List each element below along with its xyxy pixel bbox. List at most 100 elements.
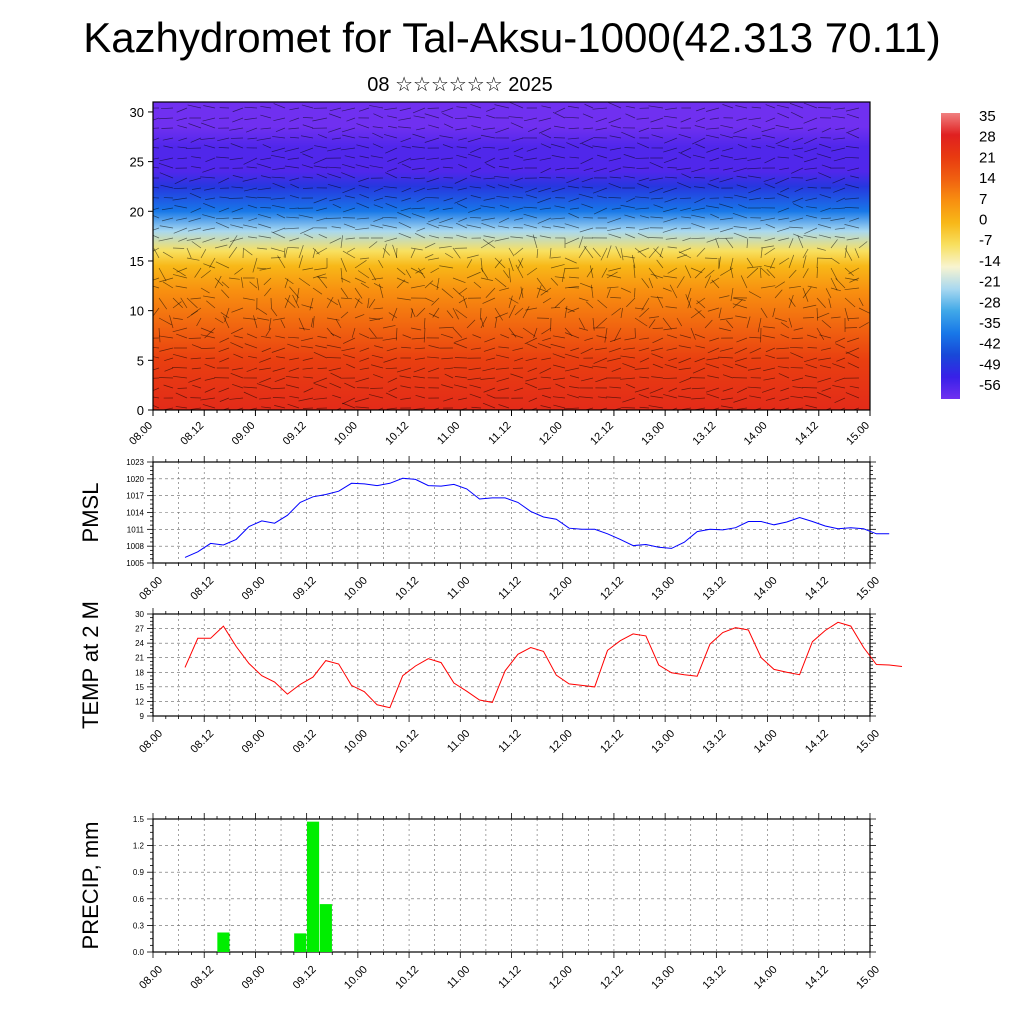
wind-vector [385,147,398,154]
wind-vector [596,195,608,199]
wind-vector [458,287,468,295]
wind-vector [158,317,172,326]
wind-vector [292,294,300,309]
wind-vector [497,184,510,189]
wind-vector [482,402,496,409]
wind-vector [383,134,398,139]
wind-vector [302,367,314,370]
wind-vector [726,320,734,329]
chart-title: Kazhydromet for Tal-Aksu-1000(42.313 70.… [83,14,941,61]
wind-vector [454,117,468,119]
wind-vector [172,353,188,359]
wind-vector [229,157,244,161]
wind-vector [677,182,692,189]
wind-vector [192,384,202,389]
wind-vector [303,233,314,239]
wind-vector [289,107,300,111]
wind-vector [159,347,174,352]
wind-vector [443,397,454,402]
wind-vector [772,307,776,318]
wind-vector [410,307,416,318]
wind-vector [387,377,398,383]
wind-vector [314,267,328,271]
wind-vector [186,257,200,261]
wind-vector [494,257,506,269]
wind-vector [836,357,846,362]
wind-vector [735,315,748,319]
wind-vector [191,156,202,159]
wind-vector [265,327,272,337]
y-axis-title: TEMP at 2 M [78,601,103,729]
wind-vector [779,397,790,401]
wind-vector [470,103,482,109]
wind-vector [849,277,860,283]
wind-vector [830,277,838,291]
wind-vector [551,187,566,193]
wind-vector [807,285,818,289]
wind-vector [441,107,454,113]
wind-vector [607,217,622,224]
y-tick-label: 18 [135,668,144,677]
wind-vector [385,392,398,399]
wind-vector [385,203,398,209]
wind-vector [821,320,832,329]
wind-vector [416,227,426,232]
wind-vector [200,334,216,339]
wind-vector [819,334,832,339]
wind-vector [444,373,454,379]
wind-vector [340,297,353,300]
wind-vector [191,187,202,190]
wind-vector [272,367,286,372]
wind-vector [802,248,809,259]
wind-vector [242,297,255,301]
wind-vector [153,157,160,160]
wind-vector [231,307,244,313]
wind-vector [175,406,188,409]
wind-vector [259,357,272,363]
wind-vector [273,103,286,109]
wind-vector [802,268,809,279]
wind-vector [153,127,160,129]
wind-vector [358,136,370,139]
wind-vector [608,182,622,189]
wind-vector [706,127,720,130]
wind-vector [788,317,793,328]
wind-vector [804,167,818,170]
heatmap-x-tick-label: 08.12 [178,420,206,448]
wind-vector [174,177,188,185]
heatmap-x-tick-label: 10.00 [332,420,360,448]
heatmap-field [153,102,870,410]
wind-vector [176,217,188,221]
wind-vector [298,327,310,331]
wind-vector [584,103,594,109]
wind-vector [775,124,790,129]
wind-vector [426,177,440,183]
wind-vector [351,327,356,338]
wind-vector [648,316,660,319]
wind-vector [832,385,846,389]
wind-vector [792,386,804,389]
wind-vector [410,248,416,259]
wind-vector [621,131,636,139]
wind-vector [175,392,188,399]
wind-vector [287,343,300,349]
y-tick-label: 15 [135,683,144,692]
wind-vector [555,167,566,171]
wind-vector [452,327,463,338]
wind-vector [614,327,622,342]
wind-vector [230,342,244,349]
wind-vector [495,354,510,359]
wind-vector [413,187,426,193]
wind-vector [480,317,485,328]
wind-vector [368,267,377,281]
wind-vector [666,334,678,339]
wind-vector [526,235,538,239]
wind-vector [177,146,188,149]
wind-vector [844,224,860,229]
wind-vector [706,237,720,243]
wind-vector [190,297,202,300]
wind-vector [470,175,482,179]
wind-vector [374,345,384,349]
wind-vector [691,397,706,400]
wind-vector [845,156,860,159]
